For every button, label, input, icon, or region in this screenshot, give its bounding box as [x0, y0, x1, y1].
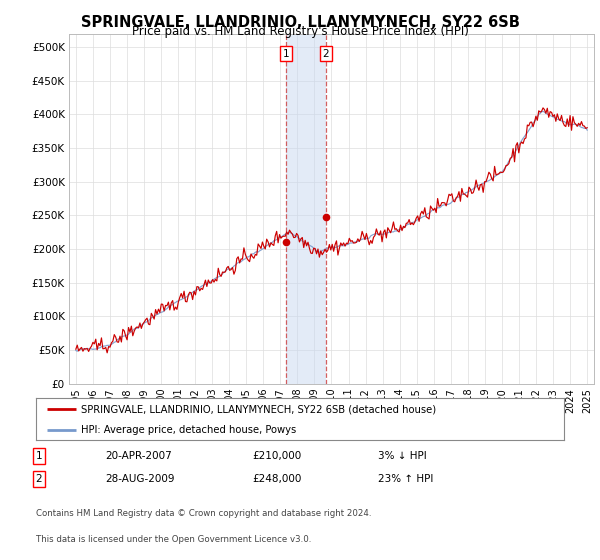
Text: 28-AUG-2009: 28-AUG-2009: [105, 474, 175, 484]
Bar: [286, 34, 326, 384]
Text: 2: 2: [322, 49, 329, 59]
Text: 20-APR-2007: 20-APR-2007: [105, 451, 172, 461]
Text: SPRINGVALE, LLANDRINIO, LLANYMYNECH, SY22 6SB (detached house): SPRINGVALE, LLANDRINIO, LLANYMYNECH, SY2…: [81, 404, 436, 414]
Text: Contains HM Land Registry data © Crown copyright and database right 2024.: Contains HM Land Registry data © Crown c…: [36, 509, 371, 518]
Text: 1: 1: [35, 451, 43, 461]
Text: 2: 2: [35, 474, 43, 484]
Text: £248,000: £248,000: [252, 474, 301, 484]
Text: 1: 1: [283, 49, 289, 59]
Text: Price paid vs. HM Land Registry's House Price Index (HPI): Price paid vs. HM Land Registry's House …: [131, 25, 469, 38]
Text: £210,000: £210,000: [252, 451, 301, 461]
Text: SPRINGVALE, LLANDRINIO, LLANYMYNECH, SY22 6SB: SPRINGVALE, LLANDRINIO, LLANYMYNECH, SY2…: [80, 15, 520, 30]
Text: HPI: Average price, detached house, Powys: HPI: Average price, detached house, Powy…: [81, 424, 296, 435]
Text: 3% ↓ HPI: 3% ↓ HPI: [378, 451, 427, 461]
Text: This data is licensed under the Open Government Licence v3.0.: This data is licensed under the Open Gov…: [36, 535, 311, 544]
Text: 23% ↑ HPI: 23% ↑ HPI: [378, 474, 433, 484]
